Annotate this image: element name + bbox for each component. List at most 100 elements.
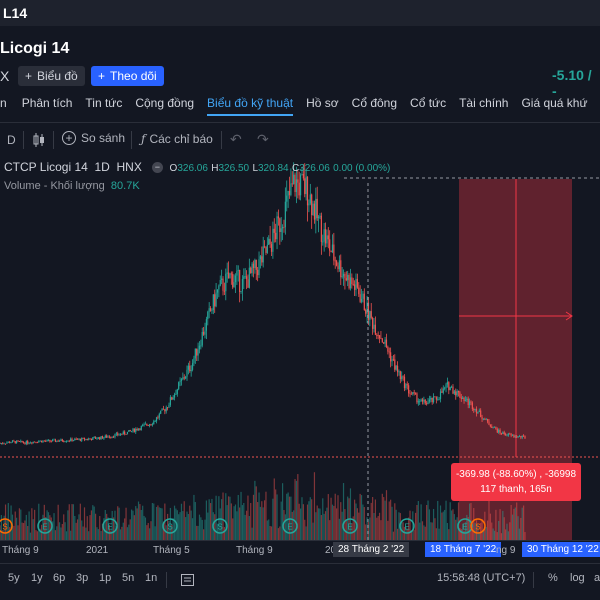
tab-6[interactable]: Cổ đông bbox=[351, 96, 398, 110]
candle-body bbox=[437, 399, 439, 401]
candle-body bbox=[305, 176, 307, 195]
volume-bar bbox=[416, 505, 418, 540]
volume-bar bbox=[72, 504, 75, 540]
volume-bar bbox=[3, 515, 5, 540]
volume-bar bbox=[90, 510, 93, 540]
volume-bar bbox=[419, 522, 421, 540]
measure-tooltip: -369.98 (-88.60%) , -36998 117 thanh, 16… bbox=[451, 463, 581, 501]
volume-bar bbox=[32, 519, 34, 540]
candle-body bbox=[426, 403, 428, 405]
volume-bar bbox=[279, 526, 281, 540]
candle-body bbox=[0, 443, 1, 445]
range-3m[interactable]: 3p bbox=[76, 572, 89, 584]
candle-body bbox=[403, 376, 406, 389]
volume-bar bbox=[374, 499, 376, 540]
volume-bar bbox=[495, 509, 497, 540]
range-1m[interactable]: 1p bbox=[99, 572, 112, 584]
candle-body bbox=[450, 386, 453, 388]
candle-body bbox=[468, 401, 471, 406]
tab-4[interactable]: Biểu đồ kỹ thuật bbox=[207, 96, 294, 120]
measure-arrow bbox=[565, 311, 573, 321]
auto-toggle[interactable]: a bbox=[594, 572, 600, 584]
volume-bar bbox=[16, 517, 18, 540]
candle-body bbox=[523, 435, 525, 437]
volume-bar bbox=[398, 512, 400, 540]
candle-body bbox=[13, 440, 15, 442]
range-1d[interactable]: 1n bbox=[145, 572, 158, 584]
candle-body bbox=[430, 397, 432, 400]
collapse-legend-icon[interactable]: − bbox=[151, 162, 163, 174]
range-5y[interactable]: 5y bbox=[8, 572, 20, 584]
compare-button[interactable]: + So sánh bbox=[62, 131, 125, 145]
legend-o-label: O bbox=[169, 163, 178, 174]
volume-bar bbox=[445, 500, 447, 540]
tab-7[interactable]: Cổ tức bbox=[410, 96, 447, 110]
volume-bar bbox=[250, 503, 252, 540]
tab-8[interactable]: Tài chính bbox=[459, 96, 509, 110]
candle-body bbox=[345, 278, 347, 281]
volume-bar bbox=[450, 510, 453, 540]
log-toggle[interactable]: log bbox=[570, 572, 585, 584]
volume-bar bbox=[230, 503, 232, 540]
candle-body bbox=[245, 276, 248, 280]
candle-body bbox=[215, 292, 217, 307]
indicators-label: Các chỉ báo bbox=[149, 132, 213, 146]
candle-body bbox=[521, 435, 523, 438]
tab-3[interactable]: Cộng đồng bbox=[135, 96, 195, 110]
volume-bar bbox=[94, 513, 97, 540]
volume-bar bbox=[111, 510, 113, 540]
indicators-button[interactable]: ƒ Các chỉ báo bbox=[141, 132, 213, 146]
candle-body bbox=[42, 440, 44, 443]
candle-body bbox=[81, 438, 83, 441]
volume-bar bbox=[236, 511, 238, 540]
volume-bar bbox=[477, 524, 479, 540]
time-axis[interactable]: Tháng 9 2021 Tháng 5 Tháng 9 20 28 Tháng… bbox=[0, 540, 600, 558]
volume-bar bbox=[286, 493, 288, 540]
candle-body bbox=[266, 244, 268, 253]
volume-bar bbox=[503, 517, 505, 540]
undo-icon[interactable]: ↶ bbox=[230, 131, 242, 147]
tab-0[interactable]: n bbox=[0, 96, 7, 110]
follow-button[interactable]: + Theo dõi bbox=[91, 66, 164, 86]
volume-bar bbox=[394, 503, 396, 540]
volume-bar bbox=[349, 488, 352, 540]
candle-body bbox=[154, 421, 156, 422]
toolbar-divider bbox=[221, 131, 222, 149]
add-chart-button[interactable]: + Biểu đồ bbox=[18, 66, 85, 86]
candle-body bbox=[60, 439, 62, 441]
range-5d[interactable]: 5n bbox=[122, 572, 135, 584]
volume-bar bbox=[380, 520, 382, 540]
candle-body bbox=[182, 377, 184, 380]
range-1y[interactable]: 1y bbox=[31, 572, 43, 584]
tab-9[interactable]: Giá quá khứ bbox=[521, 96, 588, 110]
range-6m[interactable]: 6p bbox=[53, 572, 66, 584]
candle-body bbox=[304, 178, 306, 195]
volume-bar bbox=[373, 512, 375, 540]
candle-body bbox=[281, 227, 284, 229]
candle-body bbox=[445, 384, 447, 388]
volume-bar bbox=[9, 526, 11, 540]
percent-toggle[interactable]: % bbox=[548, 572, 558, 584]
volume-bar bbox=[409, 510, 411, 540]
candle-body bbox=[139, 428, 141, 430]
volume-bar bbox=[257, 502, 259, 540]
volume-bar bbox=[28, 511, 30, 540]
volume-bar bbox=[215, 495, 217, 540]
redo-icon[interactable]: ↷ bbox=[257, 131, 269, 147]
range-end-label: 30 Tháng 12 '22 bbox=[522, 542, 600, 557]
tab-1[interactable]: Phân tích bbox=[21, 96, 73, 110]
volume-bar bbox=[183, 501, 185, 540]
candle-body bbox=[312, 203, 314, 216]
candle-body bbox=[52, 439, 54, 442]
interval-button[interactable]: D bbox=[7, 133, 16, 147]
volume-bar bbox=[219, 508, 221, 540]
tab-2[interactable]: Tin tức bbox=[85, 96, 123, 110]
candle-body bbox=[197, 349, 199, 356]
tab-5[interactable]: Hồ sơ bbox=[306, 96, 339, 110]
volume-bar bbox=[366, 517, 368, 540]
volume-bar bbox=[326, 507, 328, 540]
date-range-icon[interactable] bbox=[180, 572, 196, 588]
candle-style-icon[interactable] bbox=[32, 132, 46, 148]
measure-change: -369.98 (-88.60%) , -36998 bbox=[455, 469, 577, 480]
volume-bar bbox=[420, 504, 422, 540]
